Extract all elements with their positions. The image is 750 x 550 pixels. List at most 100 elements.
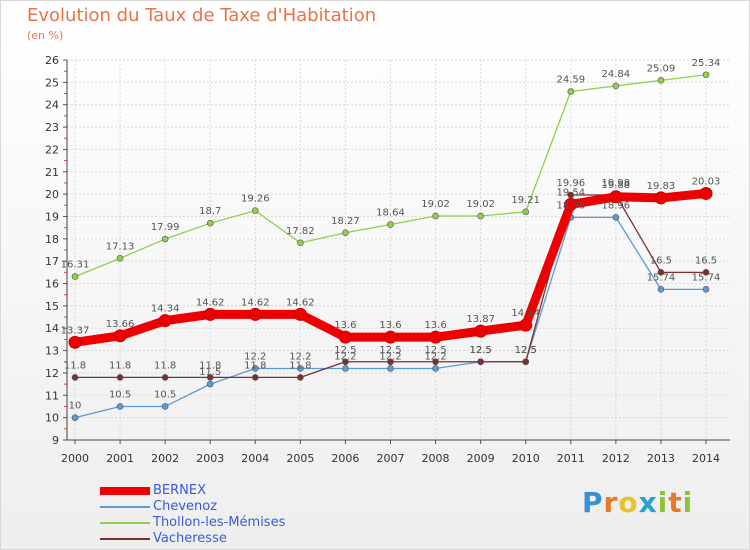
y-tick-label: 12 — [45, 367, 59, 380]
data-point-thollon-les-m-mises — [71, 273, 79, 280]
data-label-bernex: 13.6 — [334, 320, 356, 331]
y-tick-label: 16 — [45, 278, 59, 291]
y-tick-label: 25 — [45, 76, 59, 89]
data-label-vacheresse: 12.5 — [515, 345, 537, 356]
data-point-thollon-les-m-mises — [116, 254, 124, 262]
data-label-chevenoz: 10.5 — [109, 389, 131, 400]
data-label-vacheresse: 19.96 — [556, 178, 585, 189]
data-point-vacheresse — [387, 358, 394, 366]
data-point-thollon-les-m-mises — [387, 221, 394, 228]
x-tick-label: 2007 — [377, 452, 405, 465]
data-point-thollon-les-m-mises — [702, 71, 710, 79]
data-point-bernex — [609, 190, 623, 204]
data-point-vacheresse — [432, 358, 439, 366]
data-point-chevenoz — [342, 365, 349, 372]
data-point-chevenoz — [432, 365, 439, 372]
proxiti-logo: Proxiti — [582, 486, 693, 519]
data-point-bernex — [68, 335, 82, 349]
x-tick-label: 2012 — [602, 452, 630, 465]
data-label-chevenoz: 18.96 — [602, 200, 631, 211]
data-point-vacheresse — [251, 374, 259, 381]
data-point-thollon-les-m-mises — [522, 208, 530, 216]
data-label-bernex: 14.62 — [241, 297, 270, 308]
data-label-chevenoz: 12.2 — [334, 351, 356, 362]
y-tick-label: 26 — [45, 54, 59, 67]
data-label-chevenoz: 10.5 — [154, 389, 176, 400]
data-label-bernex: 13.87 — [466, 314, 495, 325]
data-label-thollon-les-m-mises: 18.64 — [376, 208, 405, 219]
y-tick-label: 18 — [45, 233, 59, 246]
data-label-thollon-les-m-mises: 17.99 — [151, 222, 180, 233]
label-layer: 16.31 17.13 17.99 18.7 19.26 17.82 18.27 18.64 1… — [61, 58, 721, 412]
data-label-chevenoz: 12.2 — [244, 351, 266, 362]
grid-layer — [67, 59, 730, 441]
data-point-thollon-les-m-mises — [612, 82, 620, 90]
y-tick-label: 11 — [45, 389, 59, 402]
data-point-thollon-les-m-mises — [297, 239, 304, 247]
y-tick-label: 13 — [45, 345, 59, 358]
data-label-chevenoz: 12.2 — [289, 351, 311, 362]
data-label-bernex: 20.03 — [692, 176, 721, 187]
data-label-bernex: 14.34 — [151, 304, 180, 315]
data-point-vacheresse — [702, 269, 710, 276]
logo-letter: i — [682, 486, 694, 519]
data-label-chevenoz: 12.5 — [470, 345, 492, 356]
data-label-thollon-les-m-mises: 19.02 — [466, 199, 495, 210]
logo-letter: t — [668, 486, 683, 519]
data-point-bernex — [113, 329, 127, 343]
data-point-chevenoz — [116, 403, 124, 410]
legend-label: Chevenoz — [153, 499, 218, 514]
data-point-thollon-les-m-mises — [342, 229, 349, 237]
data-point-chevenoz — [657, 286, 665, 293]
data-point-chevenoz — [71, 414, 79, 421]
data-label-vacheresse: 12.5 — [424, 345, 446, 356]
data-point-chevenoz — [387, 365, 394, 372]
data-label-vacheresse: 11.8 — [64, 360, 86, 371]
data-label-vacheresse: 11.8 — [199, 360, 221, 371]
data-point-chevenoz — [702, 286, 710, 293]
legend-swatch — [100, 522, 150, 524]
data-label-bernex: 14.62 — [286, 297, 315, 308]
data-point-thollon-les-m-mises — [567, 88, 575, 95]
data-point-vacheresse — [71, 374, 79, 381]
data-label-vacheresse: 11.8 — [154, 360, 176, 371]
data-point-bernex — [654, 191, 668, 205]
data-point-bernex — [429, 330, 443, 344]
x-tick-label: 2010 — [512, 452, 540, 465]
data-point-thollon-les-m-mises — [432, 212, 439, 220]
data-point-vacheresse — [522, 358, 530, 366]
data-label-vacheresse: 11.8 — [244, 360, 266, 371]
data-label-vacheresse: 11.8 — [109, 360, 131, 371]
data-point-chevenoz — [612, 214, 620, 221]
data-point-bernex — [248, 307, 262, 321]
data-label-bernex: 19.88 — [602, 180, 631, 191]
chart-title: Evolution du Taux de Taxe d'Habitation — [27, 5, 377, 26]
data-label-bernex: 13.6 — [424, 320, 446, 331]
data-point-vacheresse — [342, 358, 349, 366]
data-label-vacheresse: 12.5 — [334, 345, 356, 356]
data-point-thollon-les-m-mises — [657, 77, 665, 84]
data-label-vacheresse: 16.5 — [695, 255, 717, 266]
data-label-thollon-les-m-mises: 18.27 — [331, 216, 360, 227]
y-tick-label: 22 — [45, 143, 59, 156]
data-point-bernex — [474, 324, 488, 338]
data-point-chevenoz — [206, 380, 214, 388]
data-point-vacheresse — [161, 374, 169, 381]
data-point-thollon-les-m-mises — [206, 219, 214, 227]
legend-swatch — [100, 506, 150, 508]
data-label-thollon-les-m-mises: 19.21 — [511, 195, 540, 206]
x-tick-label: 2006 — [331, 452, 359, 465]
data-label-chevenoz: 11.5 — [199, 367, 221, 378]
data-label-thollon-les-m-mises: 19.02 — [421, 199, 450, 210]
data-label-chevenoz: 12.5 — [515, 345, 537, 356]
data-point-bernex — [564, 197, 578, 211]
data-point-thollon-les-m-mises — [161, 235, 169, 243]
x-tick-label: 2002 — [151, 452, 179, 465]
x-tick-label: 2013 — [647, 452, 675, 465]
chart-subtitle: (en %) — [27, 29, 64, 42]
legend-swatch — [100, 538, 150, 540]
legend-label: BERNEX — [153, 483, 207, 498]
y-tick-label: 23 — [45, 121, 59, 134]
